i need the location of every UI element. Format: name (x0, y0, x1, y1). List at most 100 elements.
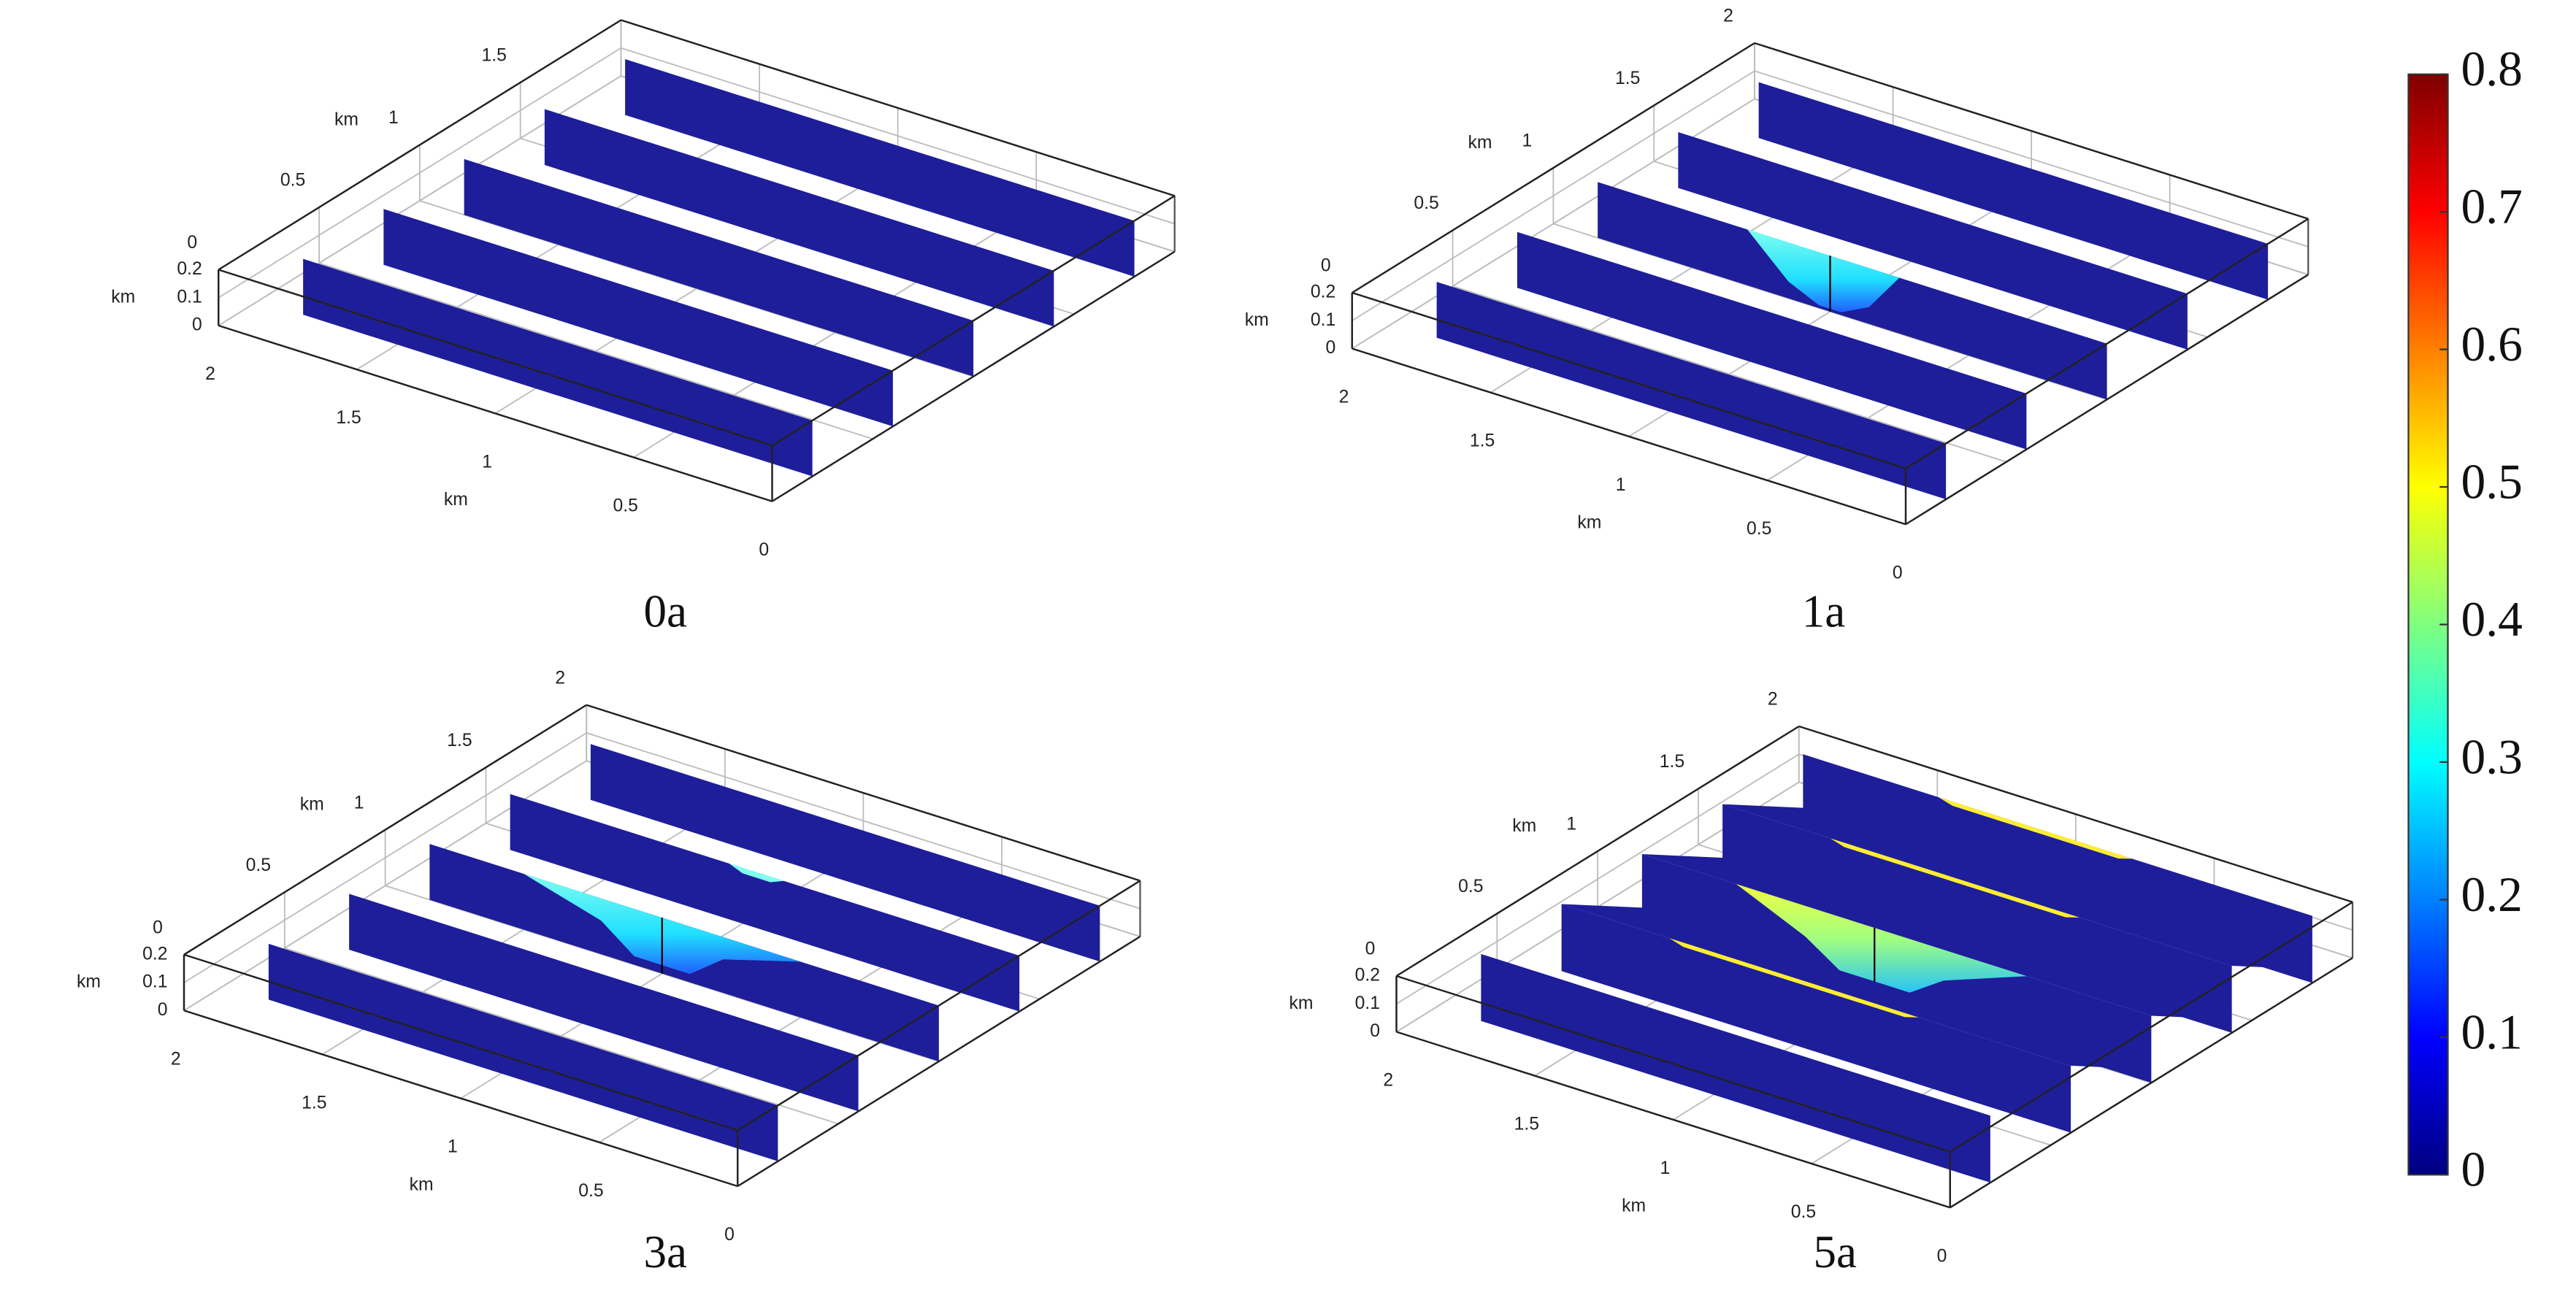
colorbar (2407, 73, 2449, 1176)
grid-line (284, 947, 839, 1125)
y-tick-label: 2 (555, 668, 565, 688)
slice (1561, 904, 2152, 1069)
box-edge (737, 880, 1141, 1131)
box-edge (1396, 1031, 1951, 1209)
box-edge (1395, 725, 1800, 977)
grid-line (1352, 70, 1755, 322)
x-tick-label: 1.5 (1470, 431, 1495, 451)
y-tick-label: 2 (590, 0, 600, 3)
plume (1669, 938, 1919, 1018)
y-tick-label: 2 (1723, 7, 1733, 26)
slice (1436, 282, 1947, 500)
box-edge (621, 19, 1176, 197)
z-tick-label: 0.1 (1311, 310, 1335, 330)
z-tick-label: 0.1 (177, 287, 202, 307)
y-tick-label: 0.5 (1414, 193, 1438, 213)
plume (1736, 884, 2027, 996)
box-edge (1950, 957, 2353, 1209)
box-edge (218, 19, 622, 271)
panel: 2 1.5 1 0.5 0 km 0 0.5 1 1.5 2 km 0 0.1 0.2 km 3a (77, 668, 1141, 1277)
x-tick-label: 1.5 (336, 408, 361, 428)
grid-line (218, 47, 621, 299)
box-edge (183, 1010, 738, 1188)
box-edge (218, 324, 773, 502)
slice (1641, 854, 2232, 1020)
box-edge (1798, 725, 2353, 903)
slice (349, 894, 859, 1112)
slice (1758, 82, 2269, 300)
grid-line (621, 47, 1176, 225)
y-tick-label: 1 (1522, 131, 1532, 151)
box-edge (1754, 42, 2309, 220)
slice (1803, 754, 2312, 983)
x-tick-label: 0.5 (1791, 1202, 1816, 1222)
y-tick-label: 0 (1321, 256, 1331, 276)
x-tick-label: 2 (171, 1049, 181, 1069)
x-tick-label: 1 (1616, 475, 1626, 495)
box-edge (1905, 218, 2309, 469)
x-axis-label: km (444, 490, 468, 510)
slice (1481, 953, 1990, 1183)
plume (1939, 797, 2133, 859)
x-tick-label: 1 (482, 452, 492, 472)
y-axis-label: km (300, 795, 324, 815)
y-tick-label: 1.5 (1660, 752, 1684, 772)
z-tick-label: 0.1 (142, 972, 167, 992)
box-edge (1396, 975, 1951, 1153)
x-tick-label: 0.5 (1747, 519, 1771, 539)
slice (464, 158, 974, 377)
y-axis-label: km (1512, 816, 1536, 836)
z-axis-label: km (1289, 994, 1314, 1013)
colorbar-tick-label: 0.8 (2461, 42, 2523, 96)
x-axis-label: km (410, 1175, 434, 1194)
y-tick-label: 1 (388, 108, 399, 128)
slice (590, 744, 1100, 962)
slice (544, 109, 1054, 327)
z-tick-label: 0.2 (1311, 283, 1335, 302)
box-edge (183, 704, 587, 956)
z-tick-label: 0.2 (142, 944, 167, 964)
y-tick-label: 1.5 (1615, 69, 1640, 88)
y-tick-label: 1 (354, 793, 364, 812)
box-edge (771, 195, 1176, 447)
box-edge (183, 953, 738, 1131)
y-axis-label: km (1468, 133, 1492, 153)
panel-label: 0a (644, 586, 688, 637)
x-tick-label: 0.5 (613, 496, 637, 516)
colorbar-tick-label: 0 (2461, 1142, 2486, 1197)
panel-label: 3a (644, 1226, 688, 1277)
grid-line (586, 732, 1141, 910)
panel: 2 1.5 1 0.5 0 km 0 0.5 1 1.5 2 km 0 0.1 0.2 km 1a (1245, 7, 2309, 637)
x-tick-label: 0 (759, 540, 769, 560)
panel: 2 1.5 1 0.5 0 km 0 0.5 1 1.5 2 km 0 0.1 0.2 km 5a (1289, 690, 2354, 1277)
x-tick-label: 2 (205, 364, 215, 384)
colorbar-tick-label: 0.5 (2461, 455, 2523, 510)
x-tick-label: 2 (1383, 1071, 1393, 1091)
y-tick-label: 1 (1566, 815, 1576, 834)
y-tick-label: 1.5 (481, 46, 506, 66)
box-edge (737, 935, 1141, 1188)
grid-line (318, 262, 873, 440)
colorbar-tick-label: 0.6 (2461, 317, 2523, 372)
slice (625, 59, 1135, 277)
slice (510, 793, 1020, 1012)
box-edge (1905, 274, 2309, 526)
z-tick-label: 0.2 (1355, 966, 1380, 985)
y-tick-label: 0.5 (280, 171, 305, 191)
z-tick-label: 0.1 (1355, 994, 1380, 1013)
slice (1678, 131, 2188, 350)
colorbar-tick-label: 0.7 (2461, 180, 2523, 234)
z-tick-label: 0 (158, 1000, 168, 1020)
y-tick-label: 0.5 (246, 856, 271, 875)
grid-line (1396, 753, 1800, 1005)
box-edge (1352, 42, 1755, 294)
x-axis-label: km (1577, 513, 1601, 533)
x-tick-label: 0 (1937, 1246, 1947, 1266)
box-edge (1352, 347, 1906, 526)
y-axis-label: km (334, 109, 359, 129)
x-tick-label: 0 (724, 1225, 735, 1245)
box-edge (586, 704, 1141, 882)
y-tick-label: 1.5 (447, 731, 472, 750)
colorbar-tick-label: 0.2 (2461, 867, 2523, 922)
z-tick-label: 0 (192, 315, 202, 335)
